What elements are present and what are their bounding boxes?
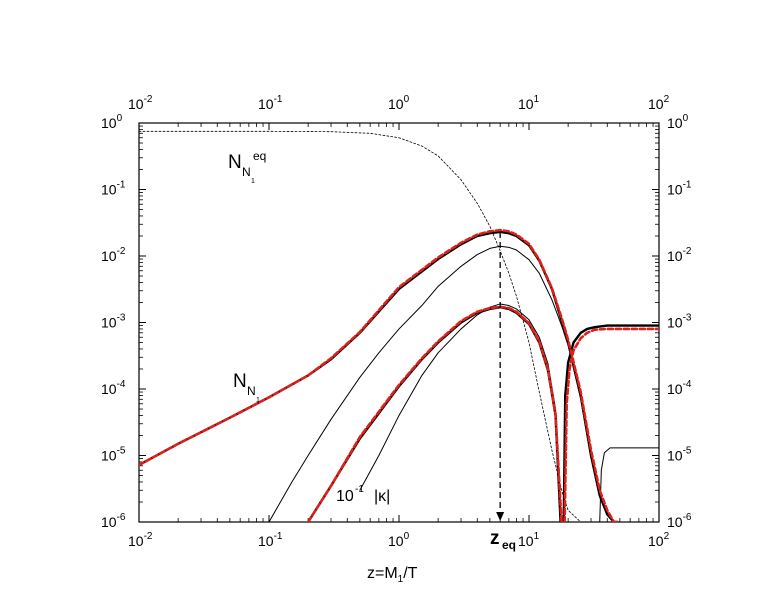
zeq-sub: eq <box>502 538 516 552</box>
x-tick-label: 10-2 <box>128 531 153 549</box>
y-tick-label: 10-5 <box>101 446 126 464</box>
y-tick-label-right: 10-2 <box>667 246 692 264</box>
x-tick-label: 100 <box>388 531 410 549</box>
neq-subsub: 1 <box>251 178 255 185</box>
y-tick-label-right: 100 <box>667 113 689 131</box>
x-axis-label: z=M1/T <box>367 565 418 585</box>
series-line-9 <box>306 305 563 522</box>
series-line-6 <box>562 324 659 522</box>
neq-sub: N <box>242 165 251 179</box>
neq-label: N <box>228 152 242 173</box>
series-line-5 <box>359 303 562 522</box>
series-line-3 <box>268 245 592 522</box>
x-tick-label-top: 100 <box>388 94 410 112</box>
x-tick-label-top: 10-1 <box>258 94 283 112</box>
y-tick-label: 10-1 <box>101 180 126 198</box>
axis-ticks <box>138 122 660 523</box>
y-tick-label-right: 10-6 <box>667 512 692 530</box>
neq-sup: eq <box>253 149 266 163</box>
y-tick-label-right: 10-3 <box>667 313 692 331</box>
plot-frame <box>138 122 660 523</box>
y-tick-label: 10-3 <box>101 313 126 331</box>
series-layer <box>139 130 659 522</box>
x-tick-label: 102 <box>648 531 670 549</box>
y-tick-label: 10-4 <box>101 379 126 397</box>
x-tick-label-top: 10-2 <box>128 94 153 112</box>
series-line-8 <box>139 228 619 522</box>
kappa-prefix: 10 <box>336 488 354 505</box>
y-tick-label-right: 10-5 <box>667 446 692 464</box>
y-tick-label: 10-6 <box>101 512 126 530</box>
zeq-label: z <box>490 528 500 549</box>
series-line-10 <box>563 327 659 522</box>
n-label: N <box>233 371 247 392</box>
y-tick-label: 10-2 <box>101 246 126 264</box>
y-tick-label-right: 10-1 <box>667 180 692 198</box>
n-sub: N <box>247 384 256 398</box>
x-tick-label: 10-1 <box>258 531 283 549</box>
kappa-exp: -1 <box>355 484 364 495</box>
kappa-label: |κ| <box>374 488 390 505</box>
y-tick-label-right: 10-4 <box>667 379 692 397</box>
x-tick-label-top: 102 <box>648 94 670 112</box>
n-subsub: 1 <box>256 397 260 404</box>
x-tick-label-top: 101 <box>518 94 540 112</box>
zeq-arrow-icon <box>496 512 505 521</box>
x-tick-label: 101 <box>518 531 540 549</box>
series-line-7 <box>599 447 659 522</box>
series-line-1 <box>139 130 582 522</box>
y-tick-label: 100 <box>101 113 123 131</box>
